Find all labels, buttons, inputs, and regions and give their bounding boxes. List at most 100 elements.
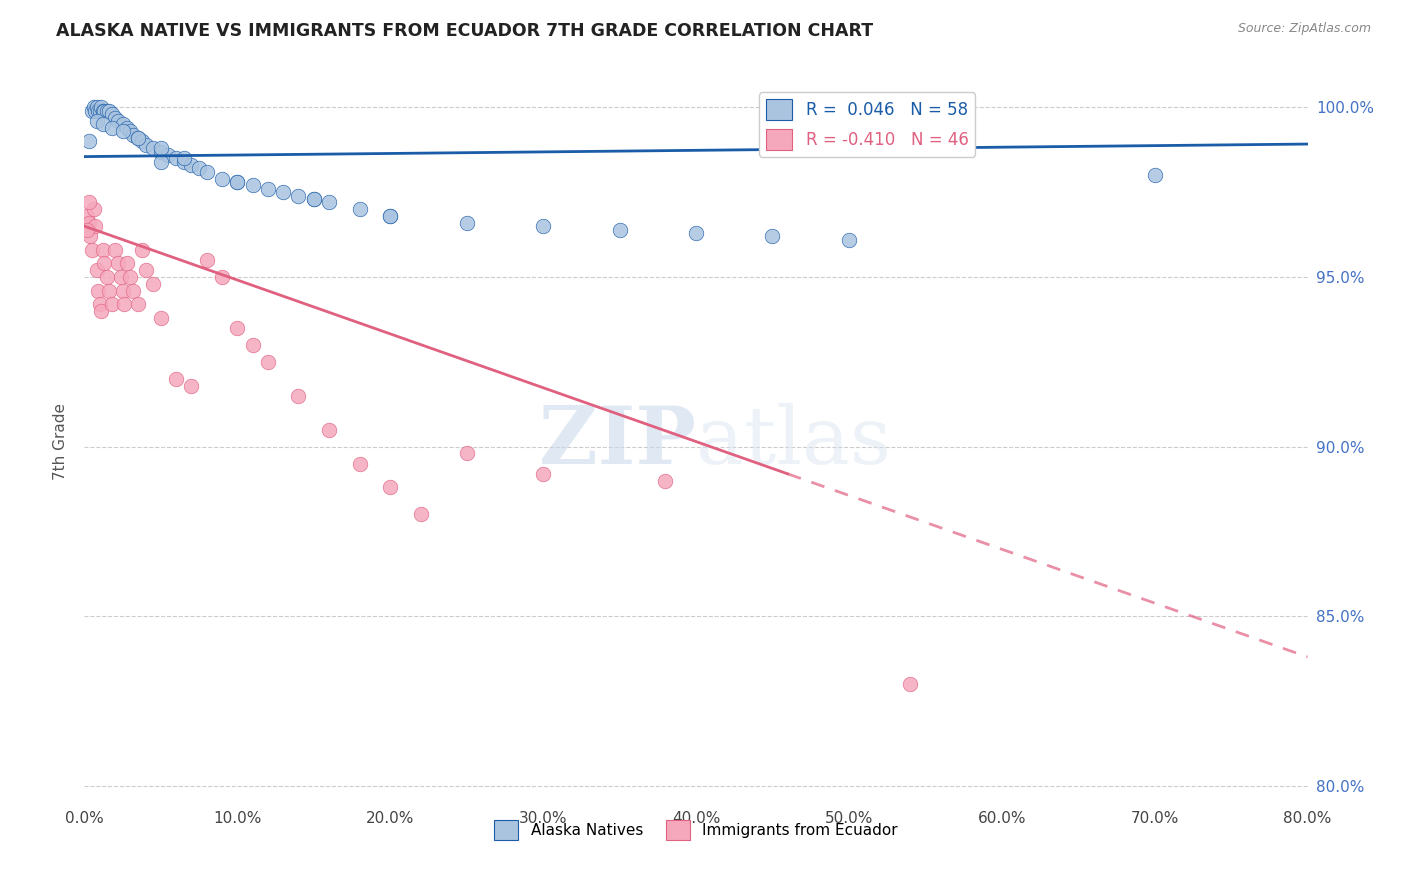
Point (149, 154, 172, 169)
Point (122, 284, 145, 298)
Point (257, 355, 280, 369)
Point (131, 243, 153, 257)
Point (135, 263, 157, 277)
Point (107, 256, 129, 270)
Point (685, 226, 707, 240)
Point (97, 103, 120, 118)
Point (380, 209, 402, 223)
Point (89, 297, 111, 311)
Point (149, 141, 172, 155)
Point (188, 161, 211, 176)
Point (101, 297, 124, 311)
Point (115, 120, 138, 135)
Point (142, 141, 165, 155)
Point (91, 117, 114, 131)
Point (531, 467, 554, 481)
Point (97, 284, 120, 298)
Point (127, 131, 149, 145)
Point (318, 195, 340, 210)
Point (77, 216, 100, 230)
Text: ZIP: ZIP (538, 402, 696, 481)
Legend: Alaska Natives, Immigrants from Ecuador: Alaska Natives, Immigrants from Ecuador (488, 814, 904, 846)
Point (115, 256, 138, 270)
Point (86, 114, 108, 128)
Point (96, 103, 118, 118)
Point (112, 297, 135, 311)
Point (242, 338, 264, 352)
Point (180, 158, 202, 172)
Point (83, 202, 105, 217)
Point (302, 192, 325, 206)
Point (76, 222, 98, 236)
Point (89, 103, 111, 118)
Text: Source: ZipAtlas.com: Source: ZipAtlas.com (1237, 22, 1371, 36)
Point (107, 114, 129, 128)
Point (84, 219, 107, 234)
Point (380, 209, 402, 223)
Point (761, 229, 783, 244)
Point (77, 195, 100, 210)
Point (654, 474, 676, 488)
Point (531, 219, 554, 234)
Point (180, 378, 202, 392)
Point (173, 154, 195, 169)
Point (287, 188, 309, 202)
Point (86, 100, 108, 114)
Point (76, 209, 98, 223)
Point (131, 134, 153, 148)
Text: ALASKA NATIVE VS IMMIGRANTS FROM ECUADOR 7TH GRADE CORRELATION CHART: ALASKA NATIVE VS IMMIGRANTS FROM ECUADOR… (56, 22, 873, 40)
Point (91, 243, 114, 257)
Point (838, 233, 860, 247)
Point (90, 304, 112, 318)
Point (111, 284, 134, 298)
Point (80, 243, 103, 257)
Point (242, 178, 264, 193)
Point (111, 117, 134, 131)
Text: atlas: atlas (696, 402, 891, 481)
Point (195, 253, 218, 268)
Point (93, 103, 115, 118)
Point (120, 124, 142, 138)
Point (157, 148, 180, 162)
Point (349, 457, 371, 471)
Point (165, 372, 187, 386)
Point (165, 151, 187, 165)
Point (93, 256, 115, 270)
Point (287, 389, 309, 403)
Point (257, 182, 280, 196)
Point (87, 103, 110, 118)
Point (195, 165, 218, 179)
Point (127, 297, 149, 311)
Point (122, 128, 145, 142)
Point (90, 100, 112, 114)
Point (409, 508, 432, 522)
Point (142, 277, 165, 291)
Point (456, 216, 478, 230)
Point (211, 171, 233, 186)
Point (84, 103, 107, 118)
Point (101, 120, 124, 135)
Point (110, 270, 132, 285)
Point (456, 446, 478, 460)
Point (211, 270, 233, 285)
Point (104, 243, 127, 257)
Point (135, 137, 157, 152)
Point (83, 100, 105, 114)
Point (349, 202, 371, 217)
Y-axis label: 7th Grade: 7th Grade (53, 403, 69, 480)
Point (898, 677, 921, 691)
Point (87, 284, 110, 298)
Point (86, 263, 108, 277)
Point (173, 151, 195, 165)
Point (127, 131, 149, 145)
Point (226, 175, 249, 189)
Point (380, 480, 402, 494)
Point (302, 192, 325, 206)
Point (80, 103, 103, 118)
Point (104, 111, 127, 125)
Point (79, 229, 101, 244)
Point (111, 124, 134, 138)
Point (120, 270, 142, 285)
Point (226, 321, 249, 335)
Point (271, 185, 294, 199)
